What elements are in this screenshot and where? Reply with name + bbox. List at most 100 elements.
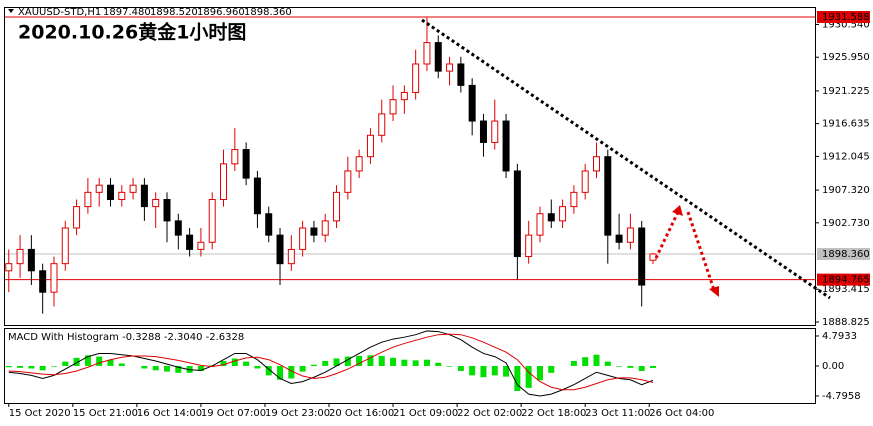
signal-line	[8, 333, 654, 391]
y-tick-label: 0.00	[822, 361, 844, 372]
x-tick-label: 15 Oct 2020	[9, 408, 71, 419]
candle-body	[604, 156, 612, 236]
x-tick-label: 21 Oct 09:00	[393, 408, 458, 419]
histogram-bar	[378, 355, 385, 366]
candle-body	[547, 213, 555, 222]
y-tick-label: 1925.950	[822, 52, 870, 63]
ohlc-close: 1898.360	[244, 7, 292, 18]
histogram-bar	[107, 359, 114, 366]
candle-body	[106, 184, 114, 200]
histogram-bar	[548, 365, 555, 373]
candle-body	[525, 234, 533, 258]
main-panel	[4, 7, 816, 326]
x-tick-label: 20 Oct 16:00	[329, 408, 394, 419]
histogram-bar	[604, 361, 611, 366]
histogram-bar	[390, 357, 397, 366]
candle-body	[163, 198, 171, 222]
histogram-bar	[525, 365, 532, 388]
x-tick-label: 16 Oct 14:00	[137, 408, 202, 419]
y-tick-label: 1912.045	[822, 151, 870, 162]
histogram-bar	[243, 361, 250, 366]
histogram-bar	[62, 361, 69, 366]
histogram-bar	[164, 365, 170, 372]
x-tick-label: 19 Oct 07:00	[201, 408, 266, 419]
ohlc-high: 1898.520	[150, 7, 198, 18]
candle-body	[186, 234, 194, 250]
candle-body	[570, 191, 578, 208]
candle-body	[378, 113, 386, 136]
histogram-bar	[616, 365, 623, 367]
candle-body	[129, 184, 137, 193]
candle-body	[265, 213, 273, 236]
y-tick-label: 1907.320	[822, 185, 870, 196]
histogram-bar	[503, 365, 510, 377]
arrow-up	[654, 211, 680, 259]
histogram-bar	[627, 365, 634, 368]
histogram-bar	[638, 365, 645, 371]
arrow-down	[686, 211, 716, 291]
candle-body	[626, 227, 634, 243]
candle-body	[559, 206, 567, 222]
candle-body	[321, 220, 329, 236]
level-label: 1898.360	[822, 249, 870, 260]
arrow-up-head	[672, 205, 683, 216]
histogram-bar	[5, 365, 12, 368]
candle-body	[140, 184, 148, 208]
y-tick-label: 4.7933	[822, 331, 857, 342]
histogram-bar	[254, 365, 261, 369]
histogram-bar	[175, 365, 182, 373]
candle-body	[592, 156, 600, 172]
histogram-bar	[469, 365, 476, 376]
histogram-bar	[231, 358, 238, 366]
histogram-bar	[73, 357, 80, 366]
trendline	[421, 18, 831, 300]
histogram-bar	[84, 355, 91, 366]
candle-body	[152, 198, 160, 208]
candle-body	[344, 170, 352, 193]
level-label-box	[817, 273, 870, 286]
candle-body	[95, 184, 103, 193]
histogram-bar	[435, 362, 442, 366]
candle-body	[423, 42, 431, 65]
candle-body	[84, 191, 92, 208]
histogram-bar	[39, 365, 46, 371]
candle-body	[27, 248, 35, 272]
candle-body	[61, 227, 69, 265]
y-tick-label: 1916.635	[822, 119, 870, 130]
histogram-bar	[141, 365, 148, 369]
ohlc-open: 1897.480	[103, 7, 151, 18]
x-tick-label: 15 Oct 21:00	[73, 408, 138, 419]
histogram-bar	[491, 365, 498, 376]
candle-body	[73, 206, 81, 229]
candle-body	[446, 63, 454, 72]
candle-body	[457, 63, 465, 86]
chart-title: 2020.10.26黄金1小时图	[18, 21, 246, 44]
level-label-box	[817, 11, 870, 24]
histogram-bar	[277, 365, 284, 380]
candle-body	[276, 234, 284, 265]
y-tick-label: 1930.540	[822, 19, 870, 30]
candle-body	[536, 213, 544, 236]
candle-body	[287, 248, 295, 265]
candle-body	[389, 99, 397, 115]
candle-body	[197, 241, 205, 250]
arrow-down-head	[709, 286, 719, 297]
histogram-bar	[401, 359, 408, 366]
histogram-bar	[650, 365, 656, 369]
y-tick-label: 1921.225	[822, 86, 870, 97]
symbol: XAUUSD-STD,H1	[18, 7, 101, 18]
candle-body	[434, 42, 442, 72]
candle-body	[118, 191, 126, 200]
x-tick-label: 19 Oct 23:00	[265, 408, 330, 419]
histogram-bar	[423, 359, 430, 366]
histogram-bar	[344, 356, 351, 366]
histogram-bar	[593, 354, 600, 366]
histogram-bar	[480, 365, 487, 378]
candle-body	[16, 248, 24, 265]
histogram-bar	[457, 365, 464, 371]
level-label: 1931.588	[822, 12, 870, 23]
histogram-bar	[570, 360, 577, 366]
histogram-bar	[28, 365, 35, 369]
candle-body	[208, 198, 216, 243]
candle-body	[333, 191, 341, 222]
